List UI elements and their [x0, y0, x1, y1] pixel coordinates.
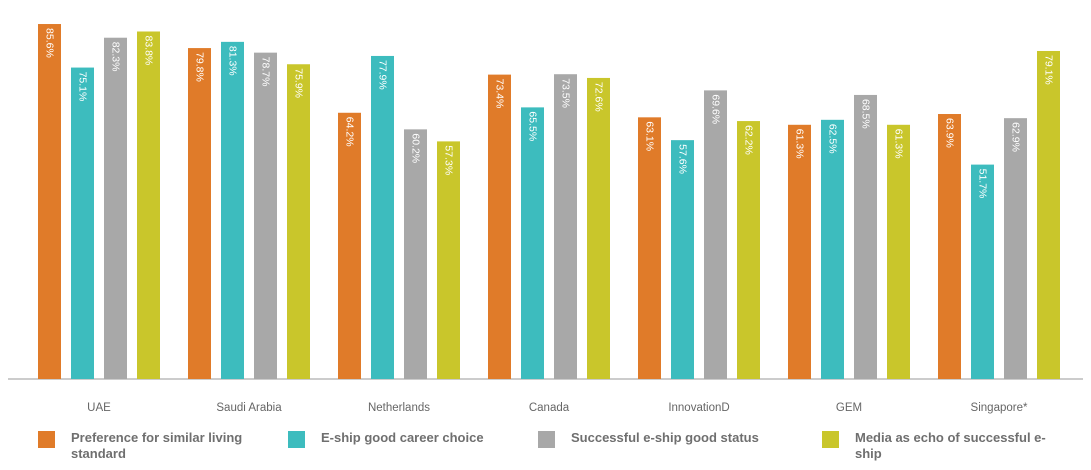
- data-label: 62.2%: [743, 125, 755, 155]
- bar-gem-series-2: [821, 119, 844, 379]
- data-label: 79.1%: [1043, 55, 1055, 85]
- bar-uae-series-1: [38, 24, 61, 379]
- data-label: 81.3%: [227, 46, 239, 76]
- bar-chart: 85.6% 75.1% 82.3% 83.8% UAE 79.8% 81.3% 78.7% 75…: [8, 24, 1083, 414]
- category-label: UAE: [87, 402, 111, 414]
- bar-innovationd-series-4: [737, 121, 760, 379]
- legend-item-career-choice: E-ship good career choice: [288, 430, 538, 448]
- data-label: 62.5%: [827, 124, 839, 154]
- data-label: 63.9%: [944, 118, 956, 148]
- data-label: 51.7%: [977, 169, 989, 199]
- category-label: Canada: [529, 402, 570, 414]
- legend-swatch-teal: [288, 431, 305, 448]
- legend-label: Preference for similar living standard: [71, 430, 243, 461]
- data-label: 64.2%: [344, 117, 356, 147]
- legend-swatch-orange: [38, 431, 55, 448]
- legend-item-living-standard: Preference for similar living standard: [38, 430, 288, 462]
- legend-label: Successful e-ship good status: [571, 430, 759, 445]
- category-label: Singapore*: [971, 402, 1028, 414]
- data-label: 78.7%: [260, 57, 272, 87]
- legend-label: E-ship good career choice: [321, 430, 484, 445]
- data-label: 57.3%: [443, 145, 455, 175]
- bar-saudi-arabia-series-4: [287, 64, 310, 379]
- bar-netherlands-series-4: [437, 141, 460, 379]
- legend-item-media-echo: Media as echo of successful e-ship: [822, 430, 1052, 462]
- data-label: 83.8%: [143, 35, 155, 65]
- bar-canada-series-4: [587, 77, 610, 379]
- data-label: 82.3%: [110, 42, 122, 72]
- data-label: 69.6%: [710, 94, 722, 124]
- bar-singapore-series-4: [1037, 50, 1060, 380]
- bar-netherlands-series-3: [404, 129, 427, 379]
- bar-canada-series-2: [521, 107, 544, 379]
- data-label: 75.9%: [293, 68, 305, 98]
- legend: Preference for similar living standard E…: [0, 430, 1091, 470]
- data-label: 73.4%: [494, 79, 506, 109]
- bar-saudi-arabia-series-3: [254, 52, 277, 379]
- bar-innovationd-series-3: [704, 90, 727, 379]
- bar-netherlands-series-2: [371, 55, 394, 379]
- data-label: 77.9%: [377, 60, 389, 90]
- legend-item-good-status: Successful e-ship good status: [538, 430, 808, 448]
- bar-singapore-series-1: [938, 114, 961, 380]
- bar-uae-series-2: [71, 67, 94, 379]
- data-label: 63.1%: [644, 121, 656, 151]
- bar-gem-series-3: [854, 94, 877, 379]
- bar-canada-series-1: [488, 74, 511, 380]
- data-label: 73.5%: [560, 78, 572, 108]
- bar-uae-series-3: [104, 37, 127, 380]
- bar-saudi-arabia-series-1: [188, 48, 211, 379]
- data-label: 79.8%: [194, 52, 206, 82]
- bar-netherlands-series-1: [338, 112, 361, 379]
- bar-uae-series-4: [137, 31, 160, 380]
- bar-innovationd-series-1: [638, 117, 661, 380]
- bar-gem-series-4: [887, 124, 910, 380]
- bar-saudi-arabia-series-2: [221, 41, 244, 379]
- data-label: 62.9%: [1010, 122, 1022, 152]
- data-label: 60.2%: [410, 133, 422, 163]
- category-label: Saudi Arabia: [216, 402, 282, 414]
- data-label: 61.3%: [794, 129, 806, 159]
- category-label: Netherlands: [368, 402, 430, 414]
- data-label: 75.1%: [77, 72, 89, 102]
- bar-singapore-series-3: [1004, 118, 1027, 379]
- category-label: GEM: [836, 402, 862, 414]
- data-label: 85.6%: [44, 28, 56, 58]
- data-label: 68.5%: [860, 99, 872, 129]
- legend-label: Media as echo of successful e-ship: [855, 430, 1046, 461]
- bar-canada-series-3: [554, 74, 577, 379]
- data-label: 61.3%: [893, 129, 905, 159]
- bar-gem-series-1: [788, 124, 811, 380]
- category-label: InnovationD: [668, 402, 729, 414]
- legend-swatch-olive: [822, 431, 839, 448]
- data-label: 72.6%: [593, 82, 605, 112]
- data-label: 65.5%: [527, 111, 539, 141]
- data-label: 57.6%: [677, 144, 689, 174]
- bar-singapore-series-2: [971, 164, 994, 379]
- bar-innovationd-series-2: [671, 140, 694, 379]
- legend-swatch-gray: [538, 431, 555, 448]
